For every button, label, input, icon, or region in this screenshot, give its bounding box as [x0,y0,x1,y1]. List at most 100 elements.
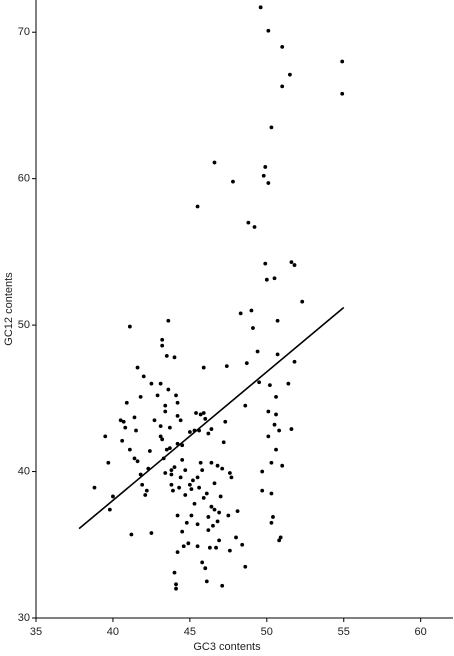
point [221,440,226,445]
point [277,428,282,433]
point [183,493,188,497]
point [189,487,194,492]
point [169,472,174,477]
point [141,374,146,379]
point [174,586,178,591]
point [195,475,200,480]
point [186,541,191,546]
point [251,326,255,330]
point [292,359,297,364]
point [175,414,180,418]
point [129,532,134,537]
point [289,260,294,265]
point [172,355,177,360]
point [255,349,260,354]
point [224,364,229,369]
point [220,466,225,471]
x-tick-label: 45 [184,626,196,638]
point [106,460,111,465]
point [111,494,115,499]
point [249,308,254,313]
point [175,550,180,554]
point [231,179,235,184]
point [200,468,205,472]
point [263,261,268,266]
point [220,583,225,588]
point [177,485,182,490]
point [163,471,168,475]
point [272,276,277,281]
point [217,510,222,515]
point [271,515,275,519]
point [243,564,248,569]
point [181,544,186,549]
point [194,411,198,415]
point [263,165,268,169]
point [178,418,183,423]
point [280,463,285,468]
point [269,460,274,465]
y-tick-label: 60 [18,173,30,185]
point [264,277,269,282]
point [206,515,211,519]
point [163,403,168,408]
point [175,400,180,405]
point [123,425,128,430]
point [209,460,214,465]
point [192,501,197,506]
point [195,522,200,527]
point [166,318,171,323]
y-axis-label: GC12 contents [3,272,15,346]
point [287,72,292,77]
point [178,475,183,480]
point [191,478,195,483]
point [274,447,278,452]
point [200,560,205,565]
point [340,59,345,64]
point [292,263,297,267]
point [269,125,274,130]
point [198,412,203,417]
point [140,482,145,487]
point [197,485,202,490]
point [227,548,232,553]
point [164,353,169,358]
y-tick-label: 50 [18,319,30,331]
point [134,428,138,433]
point [275,318,280,323]
point [132,415,137,420]
point [127,447,132,452]
point [103,434,108,439]
point [198,460,203,465]
y-tick-label: 70 [18,26,30,38]
point [215,519,220,524]
point [158,424,163,429]
point [135,459,140,464]
point [149,531,154,535]
point [211,523,215,528]
point [160,437,165,442]
point [257,380,262,385]
x-tick-label: 60 [415,626,427,638]
point [189,513,194,518]
point [286,381,291,386]
point [107,507,112,512]
point [243,403,248,408]
point [234,535,238,540]
point [201,496,206,500]
point [158,434,163,439]
point [175,513,180,518]
point [227,471,232,475]
point [238,311,243,316]
point [217,538,222,543]
point [261,173,266,178]
point [212,160,217,165]
point [120,438,125,443]
point [218,494,223,499]
point [132,456,137,461]
fit-line [78,306,345,530]
point [340,91,345,96]
point [203,416,208,421]
point [167,425,172,430]
